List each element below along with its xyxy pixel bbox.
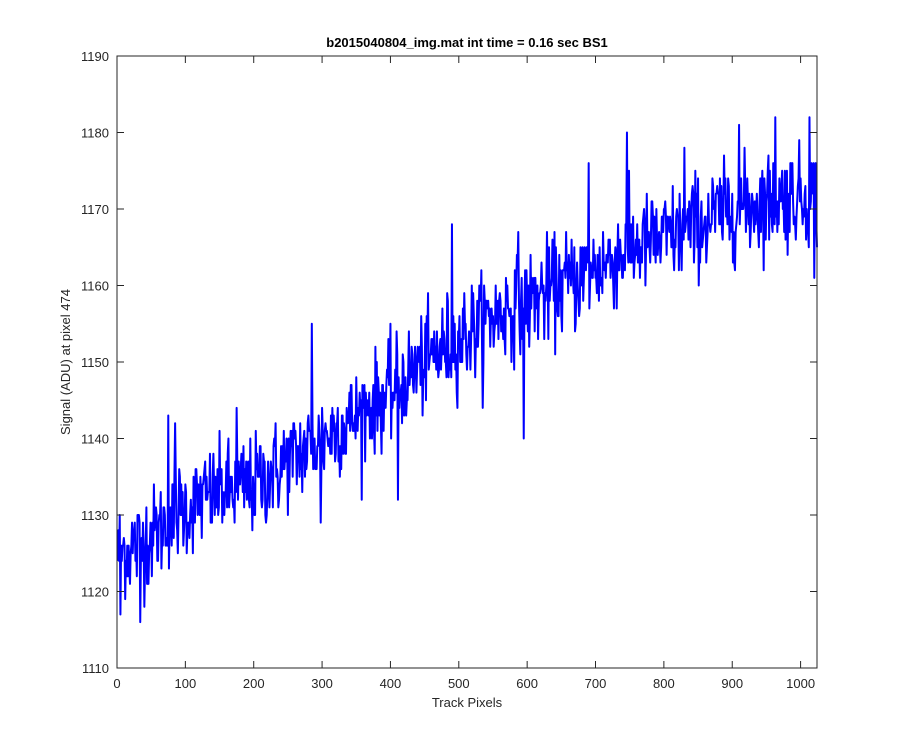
x-axis-label: Track Pixels: [432, 695, 503, 710]
y-tick-label: 1110: [82, 661, 109, 676]
y-tick-label: 1170: [81, 202, 109, 217]
y-tick-label: 1190: [81, 49, 109, 64]
y-tick-label: 1130: [81, 508, 109, 523]
y-axis-label: Signal (ADU) at pixel 474: [58, 289, 73, 435]
x-tick-label: 0: [113, 676, 120, 691]
y-tick-label: 1120: [81, 585, 109, 600]
x-tick-label: 200: [243, 676, 265, 691]
axes-layer: 0 100 200 300 400 500 600 700 800 900 1000 1110 1120…: [81, 49, 818, 691]
series-layer: [116, 116, 818, 624]
x-tick-label: 400: [380, 676, 402, 691]
x-tick-label: 600: [516, 676, 538, 691]
x-tick-label: 300: [311, 676, 333, 691]
x-tick-label: 1000: [786, 676, 815, 691]
x-tick-label: 800: [653, 676, 675, 691]
y-tick-label: 1140: [81, 432, 109, 447]
x-tick-label: 100: [175, 676, 197, 691]
y-tick-label: 1160: [81, 279, 109, 294]
x-tick-label: 500: [448, 676, 470, 691]
x-tick-label: 700: [585, 676, 607, 691]
chart-title: b2015040804_img.mat int time = 0.16 sec …: [326, 35, 607, 50]
x-tick-label: 900: [721, 676, 743, 691]
y-tick-label: 1180: [81, 126, 109, 141]
series-line: [116, 116, 818, 624]
y-tick-label: 1150: [81, 355, 109, 370]
